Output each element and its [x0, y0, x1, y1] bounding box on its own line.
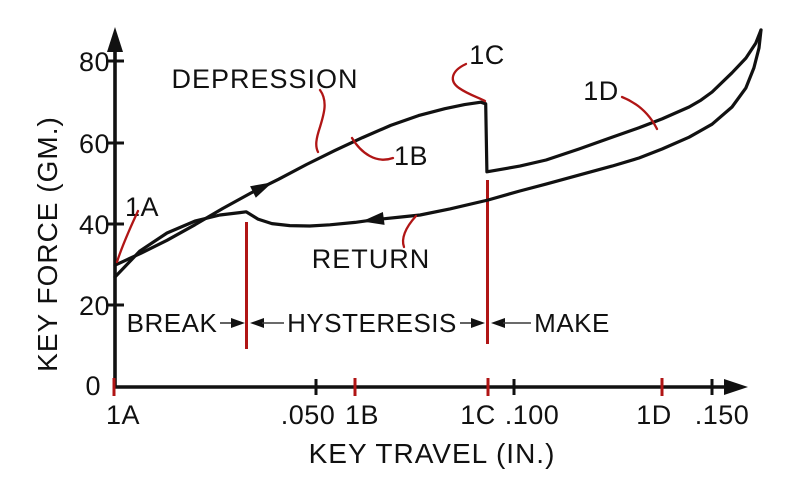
make-left-arrow-icon — [491, 318, 505, 328]
x-tick-label-100: .100 — [505, 400, 560, 430]
x-axis-arrow-icon — [724, 379, 748, 395]
tick-labels-group: 80 60 40 20 0 .050 .100 .150 1A 1B 1C 1D — [79, 47, 749, 430]
hysteresis-left-arrow-icon — [250, 318, 264, 328]
region-annotations: BREAK HYSTERESIS MAKE — [127, 308, 610, 338]
axes-group — [106, 27, 748, 396]
break-label: BREAK — [127, 308, 218, 338]
x-tick-label-1a: 1A — [106, 400, 140, 430]
x-tick-label-1d: 1D — [636, 400, 672, 430]
hysteresis-label: HYSTERESIS — [287, 308, 457, 338]
leader-line-1c — [451, 62, 487, 103]
y-axis-title: KEY FORCE (GM.) — [32, 116, 63, 372]
leader-line-1d — [620, 95, 659, 131]
depression-curve — [113, 28, 763, 267]
callout-label-1d: 1D — [583, 76, 619, 106]
return-label: RETURN — [312, 244, 431, 274]
return-curve — [113, 28, 763, 279]
callout-label-1b: 1B — [394, 141, 428, 171]
leader-lines-group — [115, 62, 659, 264]
y-tick-label-40: 40 — [79, 210, 110, 240]
break-right-arrow-icon — [231, 318, 245, 328]
leader-line-1b — [350, 136, 395, 161]
x-tick-label-1c: 1C — [460, 400, 496, 430]
y-axis-arrow-icon — [107, 27, 123, 52]
y-tick-label-60: 60 — [79, 129, 110, 159]
y-tick-label-80: 80 — [79, 47, 110, 77]
curve-direction-arrows — [250, 182, 385, 225]
y-tick-label-0: 0 — [85, 371, 101, 401]
x-tick-label-150: .150 — [695, 400, 750, 430]
leader-line-1a — [115, 209, 140, 264]
x-axis-title: KEY TRAVEL (IN.) — [309, 438, 556, 469]
key-point-callouts: 1A 1B 1C 1D — [125, 40, 619, 222]
depression-label: DEPRESSION — [171, 64, 358, 94]
callout-label-1a: 1A — [125, 192, 159, 222]
curve-direction-arrow-icon — [250, 182, 273, 198]
y-tick-label-20: 20 — [79, 291, 110, 321]
make-label: MAKE — [534, 308, 610, 338]
callout-label-1c: 1C — [469, 40, 505, 70]
leader-line-depression — [315, 88, 326, 154]
x-tick-label-050: .050 — [281, 400, 336, 430]
leader-line-return — [401, 214, 418, 249]
curves-group — [113, 28, 763, 279]
hysteresis-right-arrow-icon — [471, 318, 485, 328]
x-tick-label-1b: 1B — [345, 400, 379, 430]
curve-direction-arrow-icon — [361, 212, 385, 225]
